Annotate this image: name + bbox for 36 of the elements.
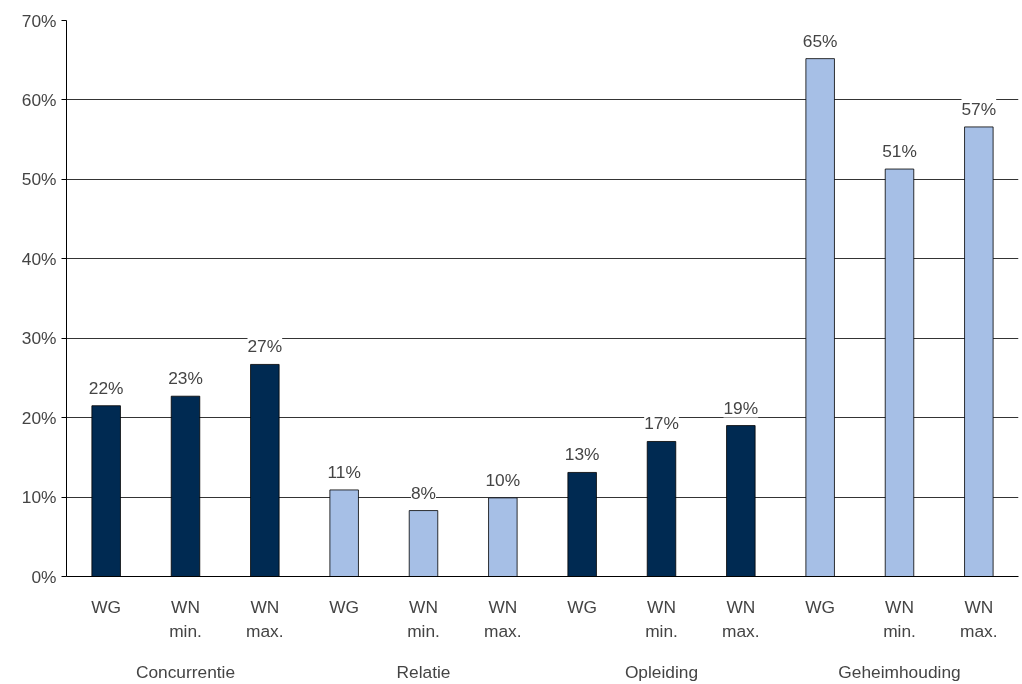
y-tick-label: 0% [31,566,57,587]
text: Opleiding [624,661,699,682]
x-tick-label: WN max. [484,596,522,641]
x-tick-label: WN min. [883,596,916,641]
data-label: 65% [802,30,838,51]
y-tick-label: 20% [21,407,57,428]
data-label: 27% [247,336,283,357]
data-label: 22% [88,377,124,398]
y-tick-label: 10% [21,487,57,508]
x-tick-label: WG [329,596,360,617]
x-tick-label: WN max. [246,596,284,641]
y-tick-label: 50% [21,169,57,190]
data-label: 17% [644,413,679,434]
y-tick-label: 60% [21,89,57,110]
y-tick-label: 70% [21,10,57,31]
data-label: 11% [327,461,361,482]
x-tick-label: WG [567,596,598,617]
x-tick-label: WN min. [407,596,440,641]
x-tick-label: WN min. [645,596,678,641]
y-tick-label: 30% [21,328,57,349]
data-label: 51% [882,141,917,162]
data-label: 57% [961,98,997,119]
data-label: 19% [723,397,759,418]
x-tick-label: WG [805,596,836,617]
text: Concurrentie [135,661,236,682]
data-label: 8% [410,482,437,503]
data-label: 10% [485,469,521,490]
x-tick-label: WN min. [169,596,202,641]
x-tick-label: WN max. [960,596,998,641]
x-tick-label: WN max. [722,596,760,641]
text: Relatie [396,661,451,682]
data-label: 23% [168,368,203,389]
x-tick-label: WG [91,596,122,617]
text: Geheimhouding [838,661,961,682]
y-tick-label: 40% [21,248,57,269]
data-label: 13% [564,444,600,465]
